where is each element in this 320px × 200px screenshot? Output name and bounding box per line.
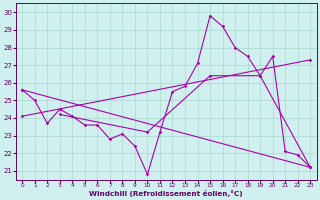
X-axis label: Windchill (Refroidissement éolien,°C): Windchill (Refroidissement éolien,°C) (89, 190, 243, 197)
